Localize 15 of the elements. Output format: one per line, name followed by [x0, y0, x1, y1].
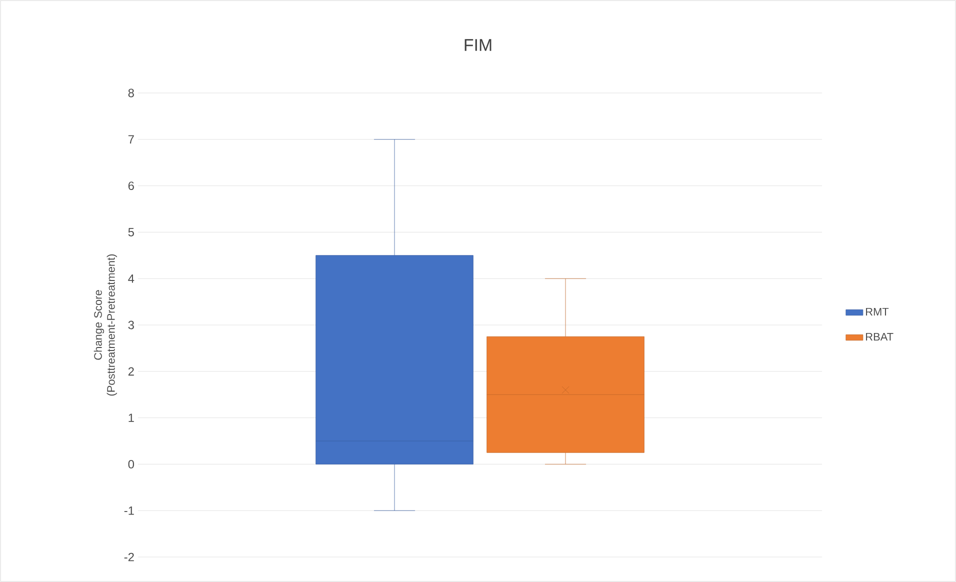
y-tick-label: 7 — [128, 135, 134, 144]
y-tick-label: 3 — [128, 320, 134, 330]
y-tick-label: 6 — [128, 182, 134, 190]
y-tick-label: -1 — [124, 506, 134, 515]
y-tick-label: 8 — [128, 88, 134, 98]
y-axis-title: Change Score (Posttreatment-Pretreatment) — [94, 254, 118, 396]
y-tick-label: 1 — [128, 414, 134, 422]
y-tick-label: -2 — [124, 552, 134, 562]
y-tick-label: 4 — [128, 274, 134, 283]
legend-label: RBAT — [866, 332, 894, 341]
chart-title: FIM — [464, 39, 492, 51]
y-tick-label: 5 — [128, 228, 134, 236]
y-tick-label: 2 — [128, 367, 134, 376]
legend-label: RMT — [866, 308, 889, 316]
y-tick-label: 0 — [128, 460, 134, 468]
